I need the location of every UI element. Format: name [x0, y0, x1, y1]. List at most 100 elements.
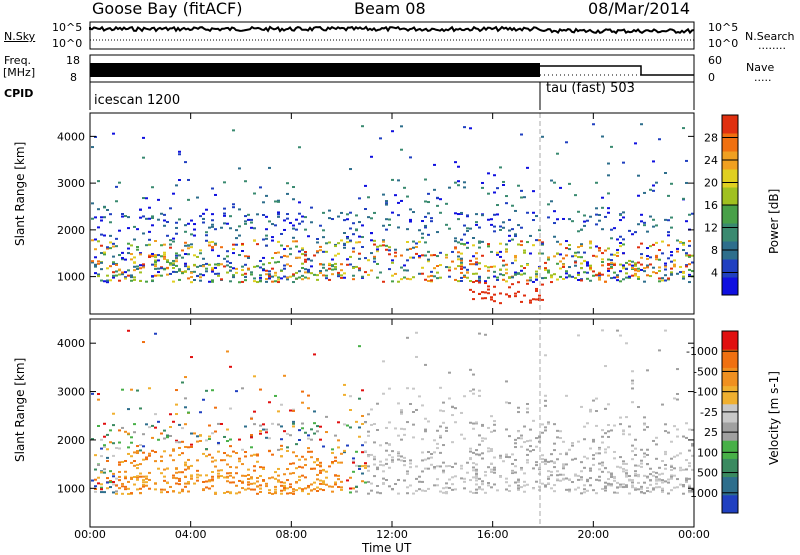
heatmap-cell: [130, 441, 133, 444]
heatmap-cell: [487, 285, 490, 288]
heatmap-cell: [109, 221, 112, 224]
heatmap-cell: [112, 274, 115, 277]
heatmap-cell: [478, 487, 481, 490]
heatmap-cell: [616, 254, 619, 257]
heatmap-cell: [409, 484, 412, 487]
heatmap-cell: [607, 478, 610, 481]
heatmap-cell: [445, 426, 448, 429]
heatmap-cell: [103, 444, 106, 447]
heatmap-cell: [136, 245, 139, 248]
heatmap-cell: [133, 238, 136, 241]
heatmap-cell: [211, 267, 214, 270]
heatmap-cell: [361, 414, 364, 417]
heatmap-cell: [163, 224, 166, 227]
heatmap-cell: [319, 271, 322, 274]
heatmap-cell: [91, 217, 94, 220]
heatmap-cell: [307, 269, 310, 272]
heatmap-cell: [646, 230, 649, 233]
heatmap-cell: [211, 225, 214, 228]
heatmap-cell: [424, 254, 427, 257]
heatmap-cell: [169, 426, 172, 429]
heatmap-cell: [604, 485, 607, 488]
heatmap-cell: [454, 247, 457, 250]
heatmap-cell: [277, 474, 280, 477]
heatmap-cell: [130, 276, 133, 279]
heatmap-cell: [667, 234, 670, 237]
heatmap-cell: [205, 474, 208, 477]
heatmap-cell: [328, 262, 331, 265]
heatmap-cell: [151, 186, 154, 189]
heatmap-cell: [319, 488, 322, 491]
heatmap-cell: [550, 276, 553, 279]
heatmap-cell: [598, 452, 601, 455]
heatmap-cell: [364, 462, 367, 465]
heatmap-cell: [349, 227, 352, 230]
heatmap-cell: [325, 483, 328, 486]
heatmap-cell: [400, 199, 403, 202]
heatmap-cell: [376, 245, 379, 248]
heatmap-cell: [685, 459, 688, 462]
heatmap-cell: [577, 251, 580, 254]
heatmap-cell: [187, 458, 190, 461]
heatmap-cell: [544, 261, 547, 264]
heatmap-cell: [631, 233, 634, 236]
heatmap-cell: [172, 263, 175, 266]
heatmap-cell: [667, 277, 670, 280]
heatmap-cell: [580, 478, 583, 481]
heatmap-cell: [601, 435, 604, 438]
heatmap-cell: [109, 486, 112, 489]
heatmap-cell: [328, 217, 331, 220]
heatmap-cell: [370, 217, 373, 220]
heatmap-cell: [226, 475, 229, 478]
heatmap-cell: [670, 250, 673, 253]
heatmap-cell: [199, 279, 202, 282]
heatmap-cell: [562, 265, 565, 268]
heatmap-cell: [403, 479, 406, 482]
heatmap-cell: [598, 272, 601, 275]
heatmap-cell: [349, 255, 352, 258]
heatmap-cell: [529, 428, 532, 431]
heatmap-cell: [538, 435, 541, 438]
nave-dots: .....: [754, 71, 772, 84]
heatmap-cell: [448, 486, 451, 489]
heatmap-cell: [595, 492, 598, 495]
heatmap-cell: [610, 429, 613, 432]
heatmap-cell: [439, 451, 442, 454]
heatmap-cell: [511, 462, 514, 465]
heatmap-cell: [334, 481, 337, 484]
heatmap-cell: [652, 488, 655, 491]
heatmap-cell: [109, 265, 112, 268]
heatmap-cell: [229, 407, 232, 410]
heatmap-cell: [577, 230, 580, 233]
heatmap-cell: [316, 278, 319, 281]
heatmap-cell: [376, 262, 379, 265]
heatmap-cell: [553, 484, 556, 487]
heatmap-cell: [307, 434, 310, 437]
heatmap-cell: [178, 268, 181, 271]
heatmap-cell: [358, 465, 361, 468]
heatmap-cell: [142, 445, 145, 448]
heatmap-cell: [664, 268, 667, 271]
heatmap-cell: [298, 146, 301, 149]
heatmap-cell: [103, 216, 106, 219]
heatmap-cell: [469, 390, 472, 393]
heatmap-cell: [655, 436, 658, 439]
heatmap-cell: [661, 479, 664, 482]
heatmap-cell: [385, 218, 388, 221]
heatmap-cell: [166, 273, 169, 276]
heatmap-cell: [478, 246, 481, 249]
heatmap-cell: [316, 274, 319, 277]
heatmap-cell: [217, 441, 220, 444]
heatmap-cell: [673, 425, 676, 428]
heatmap-cell: [178, 150, 181, 153]
heatmap-cell: [556, 478, 559, 481]
heatmap-cell: [166, 436, 169, 439]
heatmap-cell: [505, 428, 508, 431]
heatmap-cell: [676, 272, 679, 275]
heatmap-cell: [97, 424, 100, 427]
heatmap-cell: [364, 450, 367, 453]
heatmap-cell: [556, 278, 559, 281]
heatmap-cell: [172, 474, 175, 477]
heatmap-cell: [304, 458, 307, 461]
